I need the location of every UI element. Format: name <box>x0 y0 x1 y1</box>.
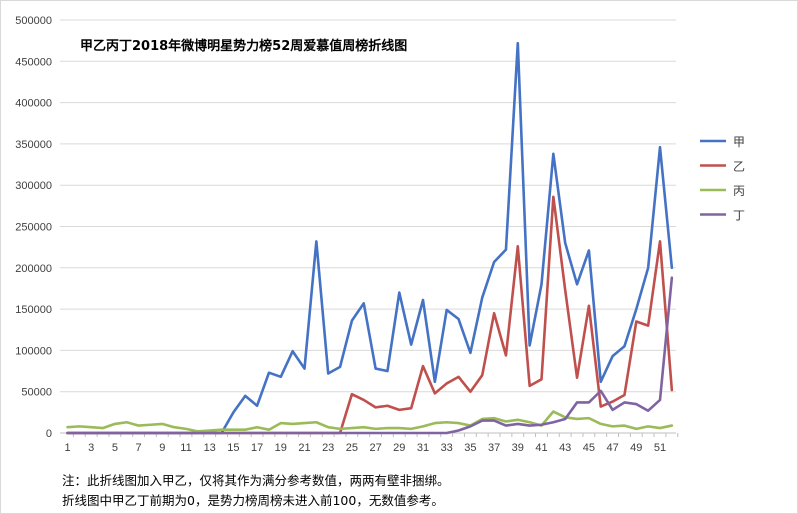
x-tick-label: 39 <box>512 442 524 454</box>
x-tick-label: 37 <box>488 442 500 454</box>
x-tick-label: 3 <box>88 442 94 454</box>
chart-title: 甲乙丙丁2018年微博明星势力榜52周爱慕值周榜折线图 <box>80 38 407 54</box>
x-tick-label: 5 <box>112 442 118 454</box>
series-line-乙 <box>68 197 672 433</box>
x-tick-label: 41 <box>535 442 547 454</box>
x-tick-label: 47 <box>606 442 618 454</box>
series-lines <box>68 43 672 433</box>
legend-label: 乙 <box>733 160 745 174</box>
y-tick-label: 100000 <box>15 345 52 357</box>
y-tick-label: 250000 <box>15 222 52 234</box>
y-tick-label: 300000 <box>15 180 52 192</box>
x-tick-label: 21 <box>298 442 310 454</box>
x-tick-label: 33 <box>441 442 453 454</box>
legend-label: 丁 <box>733 209 745 223</box>
x-tick-label: 25 <box>346 442 358 454</box>
x-tick-label: 49 <box>630 442 642 454</box>
x-tick-label: 9 <box>159 442 165 454</box>
x-tick-label: 11 <box>180 442 191 454</box>
y-tick-label: 400000 <box>15 98 52 110</box>
x-tick-label: 17 <box>251 442 263 454</box>
footnote-2: 折线图中甲乙丁前期为0，是势力榜周榜未进入前100，无数值参考。 <box>62 490 444 509</box>
x-tick-label: 31 <box>417 442 429 454</box>
y-tick-label: 350000 <box>15 139 52 151</box>
y-tick-label: 450000 <box>15 56 52 68</box>
series-line-甲 <box>68 43 672 433</box>
y-tick-label: 500000 <box>15 15 52 27</box>
x-tick-label: 45 <box>583 442 595 454</box>
x-tick-label: 7 <box>136 442 142 454</box>
x-tick-label: 35 <box>464 442 476 454</box>
x-tick-label: 27 <box>369 442 381 454</box>
x-axis: 1 3 5 7 9 11 13 15 17 19 21 23 25 27 29 31 33 35 37 39 41 43 4… <box>60 433 678 454</box>
x-tick-label: 1 <box>64 442 70 454</box>
legend: 甲乙丙丁 <box>700 135 745 223</box>
y-tick-label: 50000 <box>21 387 52 399</box>
x-tick-label: 15 <box>227 442 239 454</box>
footnote-1: 注：此折线图加入甲乙，仅将其作为满分参考数值，两两有壁非捆绑。 <box>62 470 450 489</box>
y-tick-label: 200000 <box>15 263 52 275</box>
series-line-丙 <box>68 412 672 432</box>
x-tick-label: 43 <box>559 442 571 454</box>
x-tick-label: 51 <box>654 442 666 454</box>
x-tick-label: 19 <box>275 442 287 454</box>
x-tick-label: 13 <box>204 442 216 454</box>
y-axis: 0 50000 100000 150000 200000 250000 300000 3500… <box>15 15 52 440</box>
legend-label: 甲 <box>733 135 745 149</box>
x-tick-label: 23 <box>322 442 334 454</box>
y-tick-label: 150000 <box>15 304 52 316</box>
y-tick-label: 0 <box>46 428 52 440</box>
legend-label: 丙 <box>733 184 745 198</box>
x-tick-label: 29 <box>393 442 405 454</box>
